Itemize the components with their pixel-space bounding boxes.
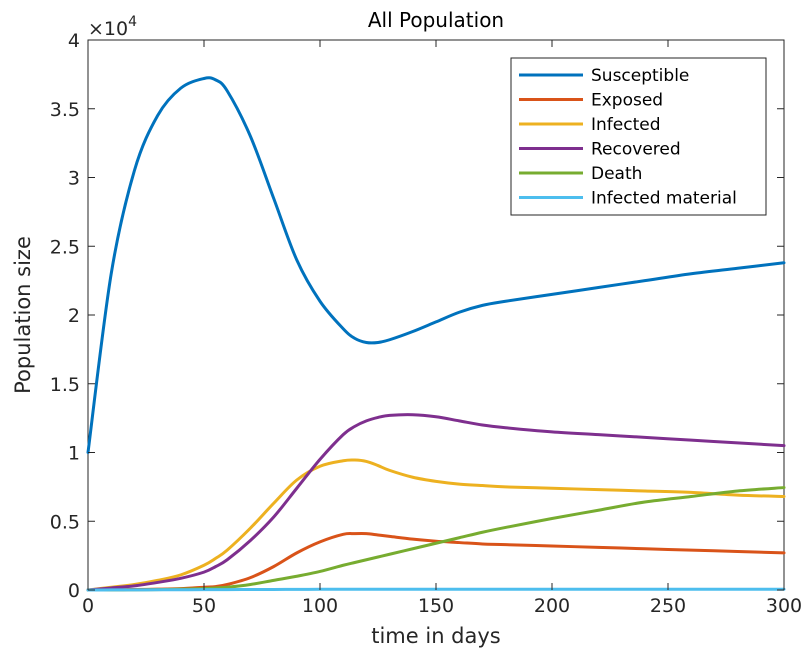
y-tick-label: 2 [68,305,80,327]
y-multiplier-exponent: 4 [128,14,137,30]
series-line-susceptible [86,76,786,454]
x-tick-label: 0 [82,595,94,617]
y-multiplier-base: ×10 [88,18,128,40]
y-tick-label: 3.5 [50,99,80,121]
y-tick-label: 4 [68,30,80,52]
y-axis-multiplier: ×104 [88,14,137,40]
y-tick-label: 1 [68,443,80,465]
y-tick-label: 1.5 [50,374,80,396]
y-tick-label: 0.5 [50,511,80,533]
legend-label-exposed: Exposed [591,91,663,111]
y-axis-label: Population size [11,236,35,394]
x-tick-label: 50 [192,595,216,617]
y-tick-label: 0 [68,580,80,602]
series-layer [86,76,786,592]
x-tick-label: 250 [650,595,686,617]
legend-label-infected-material: Infected material [591,189,737,209]
legend-box [510,57,767,216]
series-line-infected [86,458,786,592]
x-axis-label: time in days [371,624,501,648]
x-tick-label: 150 [418,595,454,617]
x-tick-label: 200 [534,595,570,617]
x-tick-label: 300 [766,595,802,617]
legend-label-recovered: Recovered [591,140,681,160]
legend-label-death: Death [591,164,642,184]
y-tick-label: 2.5 [50,236,80,258]
series-line-recovered [86,413,786,592]
legend-label-susceptible: Susceptible [591,66,689,86]
series-line-infected-material [86,587,786,592]
ticks-layer: 0 50 100 150 200 250 300 0 0.5 1 1.5 2 2.5 3 3.5 4 [50,30,802,617]
chart-title: All Population [368,8,504,32]
x-tick-label: 100 [302,595,338,617]
y-tick-label: 3 [68,168,80,190]
legend: Susceptible Exposed Infected Recovered Death… [510,57,767,216]
legend-label-infected: Infected [591,115,661,135]
